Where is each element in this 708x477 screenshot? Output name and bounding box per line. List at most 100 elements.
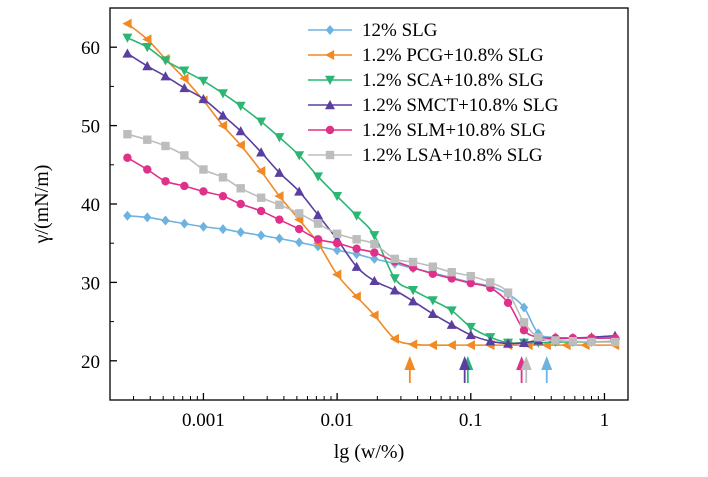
data-point — [486, 278, 495, 287]
legend-label: 1.2% SLM+10.8% SLG — [362, 120, 546, 141]
data-point — [275, 233, 284, 244]
data-point — [389, 333, 399, 344]
data-point — [427, 308, 438, 318]
data-point — [446, 340, 456, 351]
data-point — [274, 133, 285, 143]
data-point — [122, 33, 133, 43]
data-point — [142, 34, 152, 45]
y-tick-label: 20 — [81, 352, 100, 373]
legend-marker — [325, 100, 335, 110]
legend-item-3: 1.2% SCA+10.8% SLG — [308, 70, 544, 91]
data-point — [518, 337, 529, 347]
data-point — [332, 245, 342, 256]
data-point — [275, 200, 284, 209]
data-point — [465, 340, 475, 351]
y-tick-label: 50 — [81, 117, 100, 138]
data-point — [274, 167, 285, 177]
cmc-arrow-4 — [459, 356, 471, 383]
data-point — [143, 212, 152, 223]
data-point — [235, 126, 246, 136]
data-point — [198, 93, 209, 104]
data-point — [123, 210, 132, 221]
data-point — [143, 165, 152, 174]
data-point — [123, 153, 132, 162]
data-point — [256, 193, 266, 202]
x-tick-label: 0.01 — [320, 410, 353, 431]
x-tick-label: 0.001 — [182, 410, 225, 431]
data-point — [446, 319, 457, 329]
data-point — [294, 186, 305, 196]
y-tick-label: 60 — [81, 38, 100, 59]
x-axis-title: lg (w/%) — [334, 441, 405, 463]
y-axis-title: γ/(mN/m) — [31, 165, 53, 245]
legend-label: 12% SLG — [362, 20, 438, 41]
data-point — [275, 215, 284, 224]
data-point — [369, 275, 380, 286]
data-point — [485, 336, 496, 346]
cmc-arrow-1 — [541, 356, 553, 383]
data-point — [313, 219, 323, 228]
legend-marker — [325, 50, 335, 60]
data-point — [352, 235, 361, 244]
data-point — [351, 291, 361, 302]
cmc-arrows — [404, 356, 553, 383]
data-point — [160, 71, 171, 81]
legend-label: 1.2% SMCT+10.8% SLG — [362, 95, 559, 116]
data-point — [256, 206, 266, 216]
legend-item-2: 1.2% PCG+10.8% SLG — [308, 45, 544, 66]
legend-label: 1.2% PCG+10.8% SLG — [362, 45, 544, 66]
data-point — [427, 340, 438, 351]
data-point — [428, 262, 438, 271]
data-point — [568, 337, 578, 346]
data-point — [519, 326, 529, 335]
data-point — [408, 296, 419, 306]
data-point — [218, 224, 228, 235]
data-point — [427, 296, 438, 306]
data-point — [218, 173, 228, 182]
data-point — [236, 227, 245, 238]
legend-marker — [325, 25, 335, 35]
data-point — [369, 310, 379, 321]
cmc-arrow-head — [459, 356, 471, 370]
data-point — [180, 218, 189, 229]
legend: 12% SLG 1.2% PCG+10.8% SLG 1.2% SCA+10.8% … — [308, 20, 559, 166]
data-point — [466, 278, 475, 288]
data-point — [199, 221, 208, 232]
data-point — [408, 257, 418, 267]
data-point — [218, 191, 228, 201]
data-point — [142, 61, 153, 71]
data-point — [217, 89, 228, 99]
data-point — [610, 337, 620, 347]
data-point — [256, 147, 267, 157]
legend-marker — [325, 125, 335, 135]
data-point — [332, 239, 342, 248]
cmc-arrow-2 — [404, 356, 416, 383]
data-point — [369, 231, 380, 241]
cmc-arrow-head — [541, 356, 553, 370]
data-point — [503, 288, 513, 297]
data-point — [503, 298, 513, 307]
legend-label: 1.2% LSA+10.8% SLG — [362, 145, 543, 166]
x-tick-label: 1 — [600, 410, 610, 431]
data-point — [179, 66, 190, 76]
cmc-arrow-6 — [520, 356, 532, 383]
y-tick-label: 30 — [81, 273, 100, 294]
data-point — [256, 230, 266, 241]
data-point — [235, 140, 245, 151]
data-point — [351, 211, 362, 221]
data-point — [587, 337, 596, 347]
data-point — [235, 101, 246, 111]
data-point — [428, 269, 438, 278]
data-point — [199, 165, 208, 174]
legend-marker — [325, 75, 335, 85]
legend-marker — [325, 150, 335, 160]
data-point — [465, 329, 476, 340]
data-point — [503, 338, 514, 348]
data-point — [332, 191, 343, 202]
x-tick-label: 0.1 — [459, 410, 483, 431]
data-point — [123, 130, 132, 139]
axes: 20 30 40 50 60 0.001 0.01 0.1 1 — [81, 7, 629, 431]
data-point — [217, 110, 228, 120]
